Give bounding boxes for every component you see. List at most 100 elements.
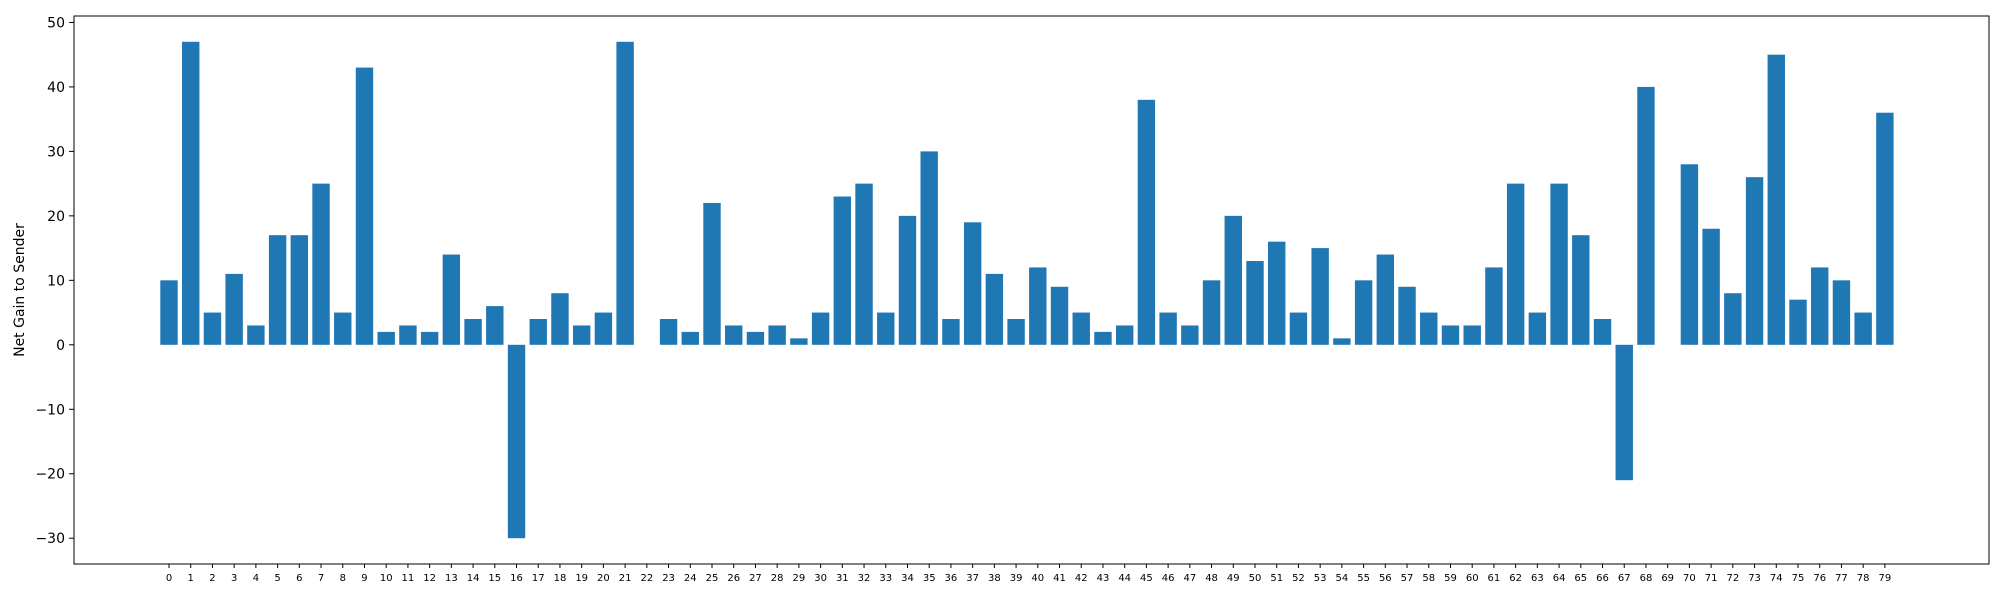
bar-42 bbox=[1072, 312, 1090, 345]
bar-16 bbox=[507, 344, 526, 539]
x-tick-label: 19 bbox=[575, 573, 588, 584]
bar-62 bbox=[1506, 183, 1525, 345]
x-tick-label: 45 bbox=[1140, 573, 1153, 584]
bar-7 bbox=[312, 183, 330, 345]
bar-76 bbox=[1811, 267, 1829, 345]
y-tick-label: 40 bbox=[47, 80, 65, 96]
x-tick-label: 14 bbox=[467, 573, 480, 584]
x-tick-label: 64 bbox=[1553, 573, 1566, 584]
x-tick-label: 65 bbox=[1574, 573, 1587, 584]
bar-12 bbox=[420, 331, 439, 345]
bar-54 bbox=[1333, 338, 1351, 345]
bar-59 bbox=[1441, 325, 1460, 345]
x-tick-label: 61 bbox=[1488, 573, 1501, 584]
bar-74 bbox=[1767, 54, 1785, 345]
bar-78 bbox=[1854, 312, 1872, 345]
x-tick-label: 73 bbox=[1748, 573, 1761, 584]
bar-33 bbox=[877, 312, 895, 345]
bar-25 bbox=[703, 202, 721, 345]
x-tick-label: 9 bbox=[361, 573, 367, 584]
bar-0 bbox=[160, 280, 178, 345]
x-tick-label: 5 bbox=[274, 573, 280, 584]
x-tick-label: 42 bbox=[1075, 573, 1088, 584]
bar-36 bbox=[942, 319, 960, 345]
bar-29 bbox=[790, 338, 808, 345]
x-tick-label: 18 bbox=[554, 573, 567, 584]
y-tick-label: 10 bbox=[47, 273, 65, 289]
x-ticks-group: 0 1 2 3 4 5 6 7 8 9 10 11 12 13 14 15 16 17 18 19 20 21 22 23 24… bbox=[166, 564, 1891, 584]
x-tick-label: 71 bbox=[1705, 573, 1718, 584]
x-tick-label: 10 bbox=[380, 573, 393, 584]
bar-28 bbox=[768, 325, 786, 345]
x-tick-label: 12 bbox=[423, 573, 436, 584]
y-tick-label: 30 bbox=[47, 144, 65, 160]
x-tick-label: 6 bbox=[296, 573, 302, 584]
bar-73 bbox=[1745, 177, 1764, 345]
bar-77 bbox=[1832, 280, 1851, 345]
x-tick-label: 0 bbox=[166, 573, 172, 584]
bar-68 bbox=[1637, 86, 1655, 345]
bar-51 bbox=[1268, 241, 1286, 345]
x-tick-label: 69 bbox=[1661, 573, 1674, 584]
bar-32 bbox=[855, 183, 873, 345]
bar-57 bbox=[1398, 286, 1416, 345]
x-tick-label: 2 bbox=[209, 573, 215, 584]
x-tick-label: 76 bbox=[1813, 573, 1826, 584]
x-tick-label: 68 bbox=[1640, 573, 1653, 584]
y-tick-label: −30 bbox=[35, 531, 65, 547]
bar-31 bbox=[833, 196, 852, 345]
x-tick-label: 47 bbox=[1183, 573, 1196, 584]
x-tick-label: 63 bbox=[1531, 573, 1544, 584]
plot-frame bbox=[73, 15, 1990, 565]
bar-53 bbox=[1311, 248, 1329, 345]
x-tick-label: 13 bbox=[445, 573, 458, 584]
bar-40 bbox=[1029, 267, 1047, 345]
bar-8 bbox=[334, 312, 352, 345]
x-tick-label: 72 bbox=[1726, 573, 1739, 584]
x-tick-label: 37 bbox=[966, 573, 979, 584]
y-ticks-group: −30 −20 −10 0 10 20 30 40 50 bbox=[35, 15, 74, 547]
bar-56 bbox=[1376, 254, 1395, 345]
x-tick-label: 62 bbox=[1509, 573, 1522, 584]
bar-9 bbox=[355, 67, 374, 345]
y-axis-label: Net Gain to Sender bbox=[12, 223, 28, 357]
x-tick-label: 53 bbox=[1314, 573, 1327, 584]
bar-34 bbox=[898, 215, 917, 345]
x-tick-label: 56 bbox=[1379, 573, 1392, 584]
x-tick-label: 24 bbox=[684, 573, 697, 584]
bar-17 bbox=[529, 319, 547, 345]
x-tick-label: 39 bbox=[1010, 573, 1023, 584]
bar-44 bbox=[1115, 325, 1134, 345]
bar-14 bbox=[464, 319, 482, 345]
x-tick-label: 26 bbox=[727, 573, 740, 584]
x-tick-label: 75 bbox=[1792, 573, 1805, 584]
bar-61 bbox=[1485, 267, 1503, 345]
x-tick-label: 4 bbox=[253, 573, 259, 584]
bar-1 bbox=[182, 41, 200, 345]
x-tick-label: 32 bbox=[858, 573, 871, 584]
bar-6 bbox=[290, 235, 309, 345]
bar-60 bbox=[1463, 325, 1481, 345]
bar-41 bbox=[1050, 286, 1069, 345]
bar-65 bbox=[1572, 235, 1590, 345]
bar-48 bbox=[1202, 280, 1221, 345]
bar-63 bbox=[1528, 312, 1547, 345]
x-tick-label: 29 bbox=[793, 573, 806, 584]
x-tick-label: 33 bbox=[879, 573, 892, 584]
bar-30 bbox=[811, 312, 830, 345]
x-tick-label: 66 bbox=[1596, 573, 1609, 584]
bar-3 bbox=[225, 273, 243, 345]
y-tick-label: 0 bbox=[56, 338, 65, 354]
bar-27 bbox=[746, 331, 765, 345]
bar-39 bbox=[1007, 319, 1025, 345]
bar-21 bbox=[616, 41, 634, 345]
x-tick-label: 70 bbox=[1683, 573, 1696, 584]
x-tick-label: 50 bbox=[1249, 573, 1262, 584]
x-tick-label: 7 bbox=[318, 573, 324, 584]
y-tick-label: −20 bbox=[35, 467, 65, 483]
x-tick-label: 79 bbox=[1879, 573, 1892, 584]
y-tick-label: 20 bbox=[47, 209, 65, 225]
x-tick-label: 43 bbox=[1097, 573, 1110, 584]
bar-49 bbox=[1224, 215, 1242, 345]
x-tick-label: 30 bbox=[814, 573, 827, 584]
